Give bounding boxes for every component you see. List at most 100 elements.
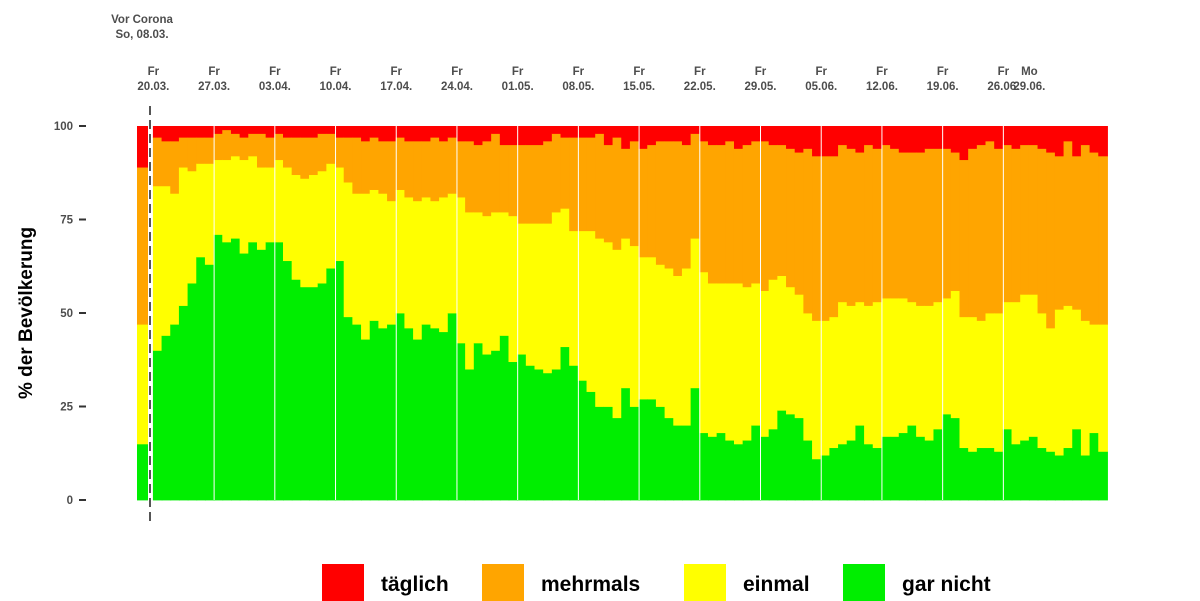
bar-einmal [733, 283, 744, 445]
x-tick-label-weekday: Fr [512, 66, 524, 78]
bar-taeglich [794, 126, 805, 153]
bar-gar_nicht [413, 339, 423, 501]
x-tick-label-weekday: Fr [876, 66, 888, 78]
baseline-segment-gar_nicht [137, 443, 148, 501]
bar-gar_nicht [1063, 447, 1074, 501]
bar-einmal [1037, 313, 1048, 449]
bar-gar_nicht [326, 268, 337, 501]
bar-mehrmals [213, 133, 224, 161]
bar-einmal [291, 174, 302, 280]
baseline-segment-taeglich [137, 126, 148, 168]
bar-gar_nicht [1080, 455, 1091, 501]
bar-gar_nicht [924, 440, 935, 501]
bar-taeglich [543, 126, 553, 142]
bar-gar_nicht [603, 406, 614, 501]
bar-gar_nicht [933, 428, 944, 501]
bar-mehrmals [586, 137, 597, 232]
bar-gar_nicht [387, 324, 397, 501]
bar-gar_nicht [569, 365, 579, 501]
bar-einmal [673, 275, 683, 426]
bar-gar_nicht [777, 410, 788, 501]
bar-taeglich [595, 126, 605, 134]
bar-taeglich [283, 126, 293, 138]
bar-mehrmals [603, 144, 614, 243]
bar-taeglich [907, 126, 918, 153]
bar-gar_nicht [890, 436, 900, 501]
bar-einmal [187, 170, 198, 284]
bar-einmal [629, 245, 640, 407]
bar-einmal [959, 316, 970, 449]
bar-einmal [907, 301, 918, 426]
bar-taeglich [560, 126, 571, 138]
y-tick-label: 0 [67, 495, 73, 507]
x-tick-label-date: 05.06. [805, 81, 837, 93]
bar-mehrmals [647, 144, 657, 258]
bar-taeglich [465, 126, 475, 142]
bar-taeglich [369, 126, 380, 138]
bar-taeglich [777, 126, 788, 146]
bar-gar_nicht [699, 432, 709, 501]
bar-einmal [1063, 305, 1074, 449]
bar-mehrmals [569, 137, 579, 232]
bar-mehrmals [612, 137, 623, 250]
bar-gar_nicht [482, 354, 493, 501]
bar-mehrmals [309, 137, 319, 176]
bar-taeglich [612, 126, 623, 138]
bar-einmal [499, 212, 510, 336]
bar-einmal [256, 167, 267, 250]
bar-mehrmals [829, 155, 840, 318]
legend-label: täglich [381, 573, 449, 596]
bar-mehrmals [239, 137, 250, 161]
bar-taeglich [1098, 126, 1108, 157]
legend-swatch [322, 564, 364, 601]
bar-taeglich [1028, 126, 1039, 146]
x-tick-label-weekday: Fr [755, 66, 767, 78]
bar-gar_nicht [794, 417, 805, 501]
bar-mehrmals [378, 140, 389, 194]
bar-einmal [326, 163, 337, 269]
bar-taeglich [439, 126, 449, 142]
bar-mehrmals [283, 137, 293, 168]
bar-mehrmals [846, 148, 857, 306]
daily-bars [152, 126, 1108, 501]
bar-mehrmals [317, 133, 328, 172]
bar-taeglich [924, 126, 935, 149]
bar-taeglich [699, 126, 709, 142]
bar-mehrmals [395, 137, 406, 190]
bar-taeglich [629, 126, 640, 142]
bar-einmal [820, 320, 831, 456]
bar-einmal [707, 283, 718, 437]
bar-einmal [222, 159, 232, 243]
bar-mehrmals [1098, 155, 1108, 325]
bar-taeglich [204, 126, 215, 138]
bar-mehrmals [812, 155, 822, 321]
bar-taeglich [985, 126, 996, 142]
legend-label: einmal [743, 573, 810, 596]
x-tick-label-weekday: Fr [633, 66, 645, 78]
bar-mehrmals [907, 152, 918, 303]
legend-label: gar nicht [902, 573, 991, 596]
bar-gar_nicht [517, 354, 527, 501]
bar-mehrmals [447, 137, 458, 194]
bar-taeglich [300, 126, 311, 138]
legend-swatch [843, 564, 885, 601]
bar-mehrmals [725, 140, 735, 284]
baseline-segment-mehrmals [137, 167, 148, 325]
bar-einmal [855, 301, 866, 426]
bar-gar_nicht [543, 372, 553, 501]
bar-taeglich [803, 126, 814, 149]
bar-gar_nicht [534, 369, 545, 501]
bar-mehrmals [326, 133, 337, 164]
x-tick-label-date: 29.06. [1013, 81, 1045, 93]
x-tick-label-date: 12.06. [866, 81, 898, 93]
x-tick-label-weekday: Fr [330, 66, 342, 78]
bar-mehrmals [864, 144, 874, 306]
bar-einmal [803, 313, 814, 441]
bar-gar_nicht [907, 425, 918, 501]
bar-taeglich [838, 126, 848, 146]
bar-mehrmals [413, 140, 423, 202]
x-tick-label-date: 26.06. [987, 81, 1019, 93]
bar-einmal [942, 298, 952, 415]
bar-gar_nicht [690, 387, 701, 501]
bar-mehrmals [274, 133, 284, 161]
